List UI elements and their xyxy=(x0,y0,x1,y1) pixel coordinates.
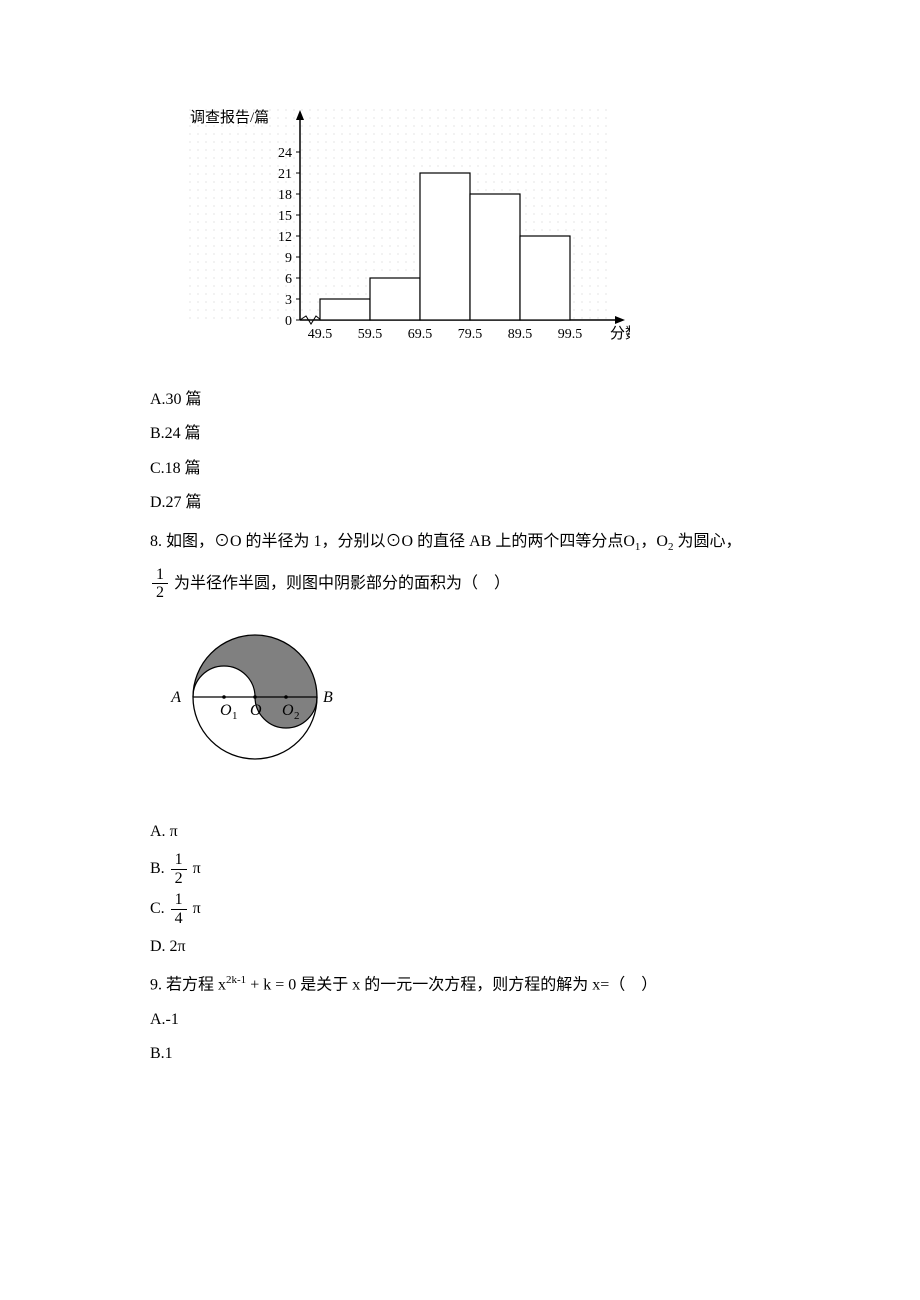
q8-opt-b-val: π xyxy=(189,860,201,877)
q8-opt-b-num: 1 xyxy=(171,851,187,870)
svg-text:A: A xyxy=(170,689,181,706)
q8-opt-a-val: π xyxy=(170,823,178,840)
q7-option-b: B.24 篇 xyxy=(150,419,770,449)
q8-opt-b-frac: 12 xyxy=(171,851,187,887)
q9-text: 9. 若方程 x2k-1 + k = 0 是关于 x 的一元一次方程，则方程的解… xyxy=(150,970,770,1001)
q8-O2: O2 xyxy=(656,533,673,550)
q8-comma: ， xyxy=(640,533,656,550)
q8-opt-b-den: 2 xyxy=(171,870,187,888)
svg-text:89.5: 89.5 xyxy=(508,327,533,342)
q8-option-d: D. 2π xyxy=(150,932,770,962)
q7-option-d: D.27 篇 xyxy=(150,488,770,518)
q9-pre: 9. 若方程 xyxy=(150,976,218,993)
q9-mid: + k = 0 是关于 x 的一元一次方程，则方程的解为 x=（ ） xyxy=(246,976,657,993)
q8-fraction: 1 2 xyxy=(152,566,168,602)
q8-frac-den: 2 xyxy=(152,584,168,602)
svg-text:24: 24 xyxy=(278,146,292,161)
q8-option-c: C. 14 π xyxy=(150,891,770,927)
q8-opt-b-pre: B. xyxy=(150,860,169,877)
histogram-chart: 调查报告/篇 0 3 6 9 12 15 18 21 24 49.5 59.5 69.5 79.5 89.5… xyxy=(170,100,770,365)
svg-text:O: O xyxy=(220,702,232,719)
svg-text:O: O xyxy=(250,702,262,719)
svg-text:9: 9 xyxy=(285,251,292,266)
q8-text-line2: 1 2 为半径作半圆，则图中阴影部分的面积为（ ） xyxy=(150,566,770,602)
q8-opt-c-pre: C. xyxy=(150,900,169,917)
circle-diagram-svg: ABO1OO2 xyxy=(150,612,360,792)
q8-opt-c-num: 1 xyxy=(171,891,187,910)
q8-opt-c-den: 4 xyxy=(171,910,187,928)
q8-option-b: B. 12 π xyxy=(150,851,770,887)
q7-option-a: A.30 篇 xyxy=(150,385,770,415)
svg-text:O: O xyxy=(282,702,294,719)
svg-text:0: 0 xyxy=(285,314,292,329)
svg-text:12: 12 xyxy=(278,230,292,245)
q8-opt-c-frac: 14 xyxy=(171,891,187,927)
svg-text:99.5: 99.5 xyxy=(558,327,583,342)
svg-text:21: 21 xyxy=(278,167,292,182)
svg-text:1: 1 xyxy=(232,710,238,722)
q7-option-c: C.18 篇 xyxy=(150,454,770,484)
q9-base: x xyxy=(218,976,226,993)
q9-option-b: B.1 xyxy=(150,1039,770,1069)
svg-text:18: 18 xyxy=(278,188,292,203)
q8-O1: O1 xyxy=(623,533,640,550)
svg-text:79.5: 79.5 xyxy=(458,327,483,342)
q8-O2-base: O xyxy=(656,533,668,550)
q9-option-a: A.-1 xyxy=(150,1005,770,1035)
svg-text:2: 2 xyxy=(294,710,300,722)
q8-text-1b: 为圆心， xyxy=(673,533,741,550)
svg-text:3: 3 xyxy=(285,293,292,308)
svg-text:69.5: 69.5 xyxy=(408,327,433,342)
svg-text:B: B xyxy=(323,689,333,706)
svg-text:分数/分: 分数/分 xyxy=(610,325,630,342)
q8-frac-num: 1 xyxy=(152,566,168,585)
q8-text-2: 为半径作半圆，则图中阴影部分的面积为（ ） xyxy=(170,574,510,591)
svg-text:59.5: 59.5 xyxy=(358,327,383,342)
page: 调查报告/篇0369121518212449.559.569.579.589.5… xyxy=(0,0,920,1300)
q8-text-line1: 8. 如图，⊙O 的半径为 1，分别以⊙O 的直径 AB 上的两个四等分点O1，… xyxy=(150,527,770,558)
q8-text-1a: 8. 如图，⊙O 的半径为 1，分别以⊙O 的直径 AB 上的两个四等分点 xyxy=(150,533,623,550)
q8-diagram: ABO1OO2 xyxy=(150,612,770,797)
histogram-svg: 调查报告/篇 0 3 6 9 12 15 18 21 24 49.5 59.5 69.5 79.5 89.5… xyxy=(170,100,630,360)
svg-text:15: 15 xyxy=(278,209,292,224)
q9-exp: 2k-1 xyxy=(226,974,246,986)
q8-opt-c-val: π xyxy=(189,900,201,917)
svg-text:6: 6 xyxy=(285,272,292,287)
q8-option-a: A. π xyxy=(150,817,770,847)
q8-O1-base: O xyxy=(623,533,635,550)
q8-opt-a-pre: A. xyxy=(150,823,170,840)
svg-text:调查报告/篇: 调查报告/篇 xyxy=(190,108,269,126)
svg-text:49.5: 49.5 xyxy=(308,327,333,342)
